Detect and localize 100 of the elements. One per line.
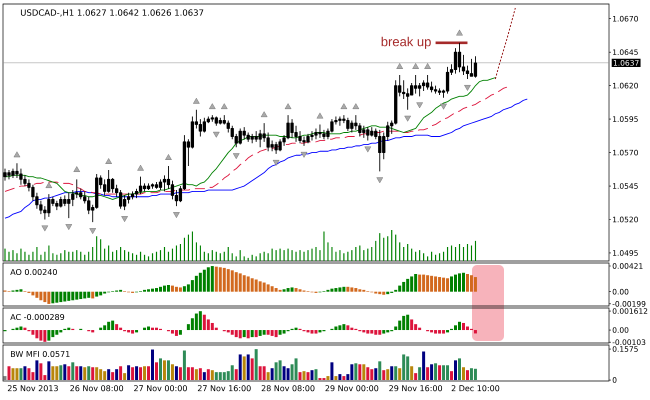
bar bbox=[382, 292, 386, 295]
bar bbox=[382, 370, 386, 380]
bar bbox=[162, 286, 166, 292]
bar bbox=[155, 362, 158, 380]
bar bbox=[386, 292, 390, 294]
bar bbox=[286, 288, 290, 292]
bar bbox=[458, 322, 461, 330]
point bbox=[89, 228, 96, 234]
bar bbox=[418, 328, 422, 330]
bar bbox=[442, 365, 446, 380]
bar bbox=[210, 370, 214, 380]
bar bbox=[218, 267, 222, 292]
bar bbox=[338, 287, 342, 292]
bar bbox=[51, 292, 54, 304]
bar bbox=[314, 369, 318, 380]
bar bbox=[59, 292, 62, 302]
bar bbox=[370, 330, 374, 334]
bar bbox=[458, 273, 461, 292]
bar bbox=[250, 278, 254, 292]
candlestick bbox=[7, 170, 11, 180]
bar bbox=[174, 330, 178, 336]
bar bbox=[238, 330, 242, 338]
bar bbox=[234, 330, 238, 338]
x-tick-label: 29 Nov 16:00 bbox=[389, 385, 442, 392]
bar bbox=[83, 292, 86, 298]
bar bbox=[139, 367, 142, 380]
text: AO 0.00240 bbox=[10, 268, 57, 276]
bar bbox=[230, 330, 234, 335]
bar bbox=[158, 358, 162, 380]
bar bbox=[274, 288, 278, 292]
bar bbox=[286, 368, 290, 380]
bar bbox=[107, 369, 110, 380]
bar bbox=[39, 363, 42, 380]
bar bbox=[103, 371, 106, 380]
bar bbox=[374, 368, 378, 380]
bar bbox=[462, 367, 465, 380]
bar bbox=[438, 277, 442, 292]
bar bbox=[282, 366, 286, 380]
bar bbox=[398, 286, 402, 292]
bar bbox=[430, 276, 434, 292]
bar bbox=[158, 286, 162, 292]
bar bbox=[246, 276, 250, 292]
bar bbox=[47, 361, 50, 380]
bar bbox=[182, 286, 186, 292]
bar bbox=[466, 370, 469, 380]
bar bbox=[99, 292, 102, 296]
bar bbox=[454, 274, 458, 292]
bar bbox=[242, 356, 246, 380]
bar bbox=[382, 330, 386, 334]
bar bbox=[366, 330, 370, 334]
bar bbox=[170, 330, 174, 334]
point bbox=[42, 226, 48, 232]
bar bbox=[350, 364, 354, 380]
bar bbox=[386, 369, 390, 380]
bar bbox=[314, 330, 318, 334]
bar bbox=[27, 368, 30, 380]
bar bbox=[298, 372, 302, 380]
bar bbox=[166, 284, 170, 292]
bar bbox=[258, 330, 262, 336]
x-tick-label: 27 Nov 16:00 bbox=[198, 385, 251, 392]
bar bbox=[127, 365, 130, 380]
bar bbox=[43, 330, 46, 342]
bar bbox=[254, 330, 258, 338]
bar bbox=[302, 371, 306, 380]
bar bbox=[274, 362, 278, 380]
bar bbox=[226, 269, 230, 292]
bar bbox=[202, 372, 206, 380]
bar bbox=[374, 330, 378, 335]
bar bbox=[246, 354, 250, 380]
bar bbox=[190, 367, 194, 380]
bar bbox=[442, 330, 446, 334]
bar bbox=[23, 328, 26, 330]
bar bbox=[147, 326, 150, 330]
bar bbox=[290, 287, 294, 292]
bar bbox=[222, 268, 226, 292]
bar bbox=[458, 358, 461, 380]
bar bbox=[214, 372, 218, 380]
bar bbox=[230, 270, 234, 292]
bar bbox=[194, 314, 198, 330]
bar bbox=[470, 368, 473, 380]
bar bbox=[238, 273, 242, 292]
bar bbox=[87, 292, 90, 298]
bar bbox=[51, 366, 54, 380]
bar bbox=[334, 326, 338, 330]
x-tick-label: 29 Nov 00:00 bbox=[325, 385, 378, 392]
bar bbox=[131, 330, 134, 334]
point bbox=[65, 224, 72, 230]
bar bbox=[15, 328, 18, 330]
bar bbox=[174, 286, 178, 292]
bar bbox=[182, 350, 186, 380]
bar bbox=[418, 367, 422, 380]
bar bbox=[410, 319, 414, 330]
bar bbox=[91, 367, 94, 380]
bar bbox=[151, 350, 154, 380]
bar bbox=[330, 288, 334, 292]
bar bbox=[178, 287, 182, 292]
bar bbox=[294, 358, 298, 380]
bar bbox=[206, 369, 210, 380]
bar bbox=[418, 274, 422, 292]
bar bbox=[446, 278, 450, 292]
